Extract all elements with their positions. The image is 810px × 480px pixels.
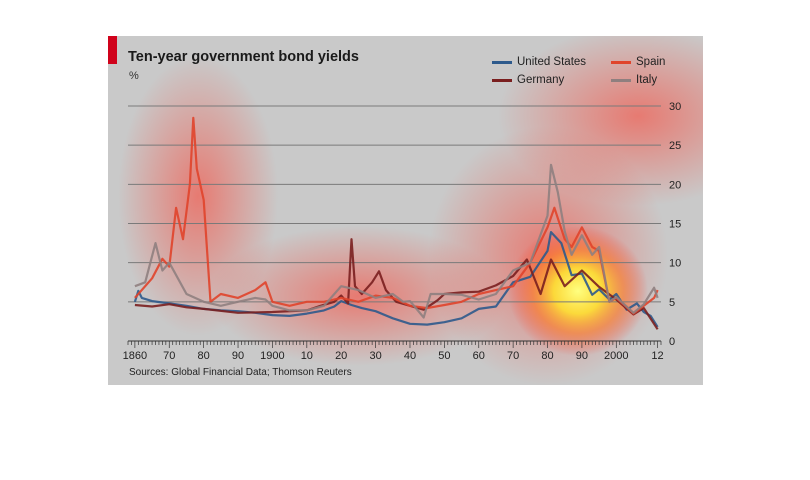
legend-label-germany: Germany — [517, 74, 565, 86]
y-tick-label-25: 25 — [669, 140, 681, 152]
y-axis-unit: % — [129, 70, 139, 82]
x-tick-label-1990: 90 — [576, 350, 588, 362]
y-tick-label-0: 0 — [669, 336, 675, 348]
brand-tab — [108, 36, 117, 64]
series-line-united-states — [133, 231, 659, 328]
legend-item-germany: Germany — [492, 74, 564, 86]
legend-swatch-spain — [611, 60, 631, 64]
legend-swatch-italy — [611, 78, 631, 82]
x-tick-label-2000: 2000 — [604, 350, 628, 362]
legend-label-italy: Italy — [636, 74, 658, 86]
series-line-spain — [134, 116, 659, 315]
x-tick-label-1910: 10 — [301, 350, 313, 362]
y-tick-label-15: 15 — [669, 219, 681, 231]
legend-swatch-united-states — [492, 60, 512, 64]
x-tick-label-1930: 30 — [369, 350, 381, 362]
x-tick-label-1970: 70 — [507, 350, 519, 362]
series-line-italy — [134, 163, 659, 319]
x-tick-label-1860: 1860 — [123, 350, 147, 362]
chart-title: Ten-year government bond yields — [128, 49, 359, 65]
y-tick-label-5: 5 — [669, 297, 675, 309]
x-tick-label-1900: 1900 — [260, 350, 284, 362]
legend-label-united-states: United States — [517, 56, 587, 68]
y-tick-label-30: 30 — [669, 101, 681, 113]
x-tick-label-1960: 60 — [473, 350, 485, 362]
plot-area: 0 5 10 15 20 25 30 1860 70 80 90 1900 10 20 30 40 50 60 70… — [123, 101, 682, 362]
legend-item-italy: Italy — [611, 74, 657, 86]
series-line-germany — [134, 238, 659, 330]
x-tick-label-1980: 80 — [541, 350, 553, 362]
x-tick-label-2012: 12 — [651, 350, 663, 362]
x-tick-label-1880: 80 — [198, 350, 210, 362]
legend-swatch-germany — [492, 78, 512, 82]
x-tick-label-1940: 40 — [404, 350, 416, 362]
legend-label-spain: Spain — [636, 56, 666, 68]
legend-item-united-states: United States — [492, 56, 586, 68]
y-tick-label-20: 20 — [669, 179, 681, 191]
legend-item-spain: Spain — [611, 56, 665, 68]
x-tick-label-1890: 90 — [232, 350, 244, 362]
x-tick-label-1950: 50 — [438, 350, 450, 362]
chart-panel: 0 5 10 15 20 25 30 1860 70 80 90 1900 10 20 30 40 50 60 70… — [108, 36, 703, 385]
x-tick-label-1870: 70 — [163, 350, 175, 362]
x-tick-label-1920: 20 — [335, 350, 347, 362]
source-note: Sources: Global Financial Data; Thomson … — [129, 367, 352, 378]
y-tick-label-10: 10 — [669, 258, 681, 270]
